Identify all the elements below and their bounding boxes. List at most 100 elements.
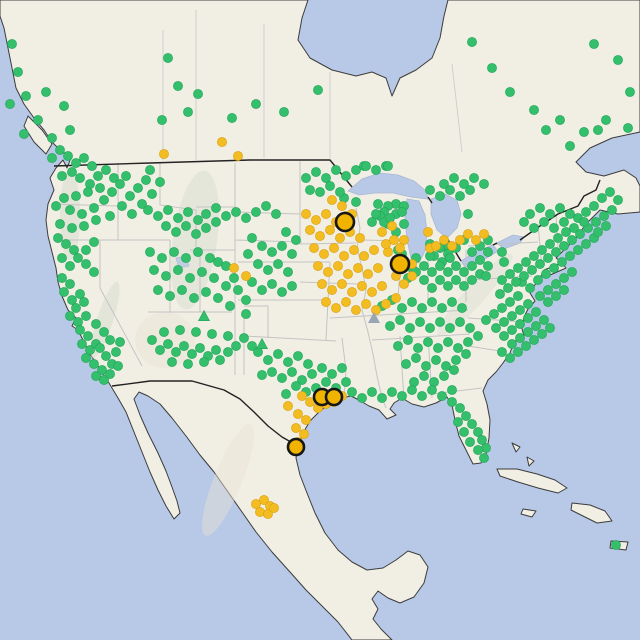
green-site-marker[interactable] [273,259,283,269]
green-site-marker[interactable] [503,283,513,293]
green-site-marker[interactable] [247,277,257,287]
green-site-marker[interactable] [491,323,501,333]
green-site-marker[interactable] [147,189,157,199]
green-site-marker[interactable] [417,303,427,313]
green-site-marker[interactable] [159,327,169,337]
yellow-site-marker[interactable] [333,261,343,271]
green-site-marker[interactable] [193,215,203,225]
green-site-marker[interactable] [415,317,425,327]
green-site-marker[interactable] [427,385,437,395]
green-site-marker[interactable] [533,275,543,285]
green-site-marker[interactable] [67,223,77,233]
green-site-marker[interactable] [573,245,583,255]
green-site-marker[interactable] [445,323,455,333]
green-site-marker[interactable] [99,327,109,337]
green-site-marker[interactable] [279,107,289,117]
green-site-marker[interactable] [519,217,529,227]
green-site-marker[interactable] [401,359,411,369]
green-site-marker[interactable] [293,351,303,361]
yellow-site-marker[interactable] [327,285,337,295]
yellow-site-marker[interactable] [323,267,333,277]
green-site-marker[interactable] [241,295,251,305]
green-site-marker[interactable] [427,267,437,277]
green-site-marker[interactable] [105,211,115,221]
gray-triangle-marker[interactable] [367,311,381,323]
green-site-marker[interactable] [457,303,467,313]
yellow-site-marker[interactable] [283,401,293,411]
green-site-marker[interactable] [529,335,539,345]
green-site-marker[interactable] [83,331,93,341]
green-site-marker[interactable] [419,275,429,285]
green-site-marker[interactable] [459,281,469,291]
green-site-marker[interactable] [465,323,475,333]
yellow-site-marker[interactable] [395,243,405,253]
green-site-marker[interactable] [41,87,51,97]
green-site-marker[interactable] [247,233,257,243]
green-site-marker[interactable] [367,387,377,397]
green-site-marker[interactable] [383,161,393,171]
green-site-marker[interactable] [545,209,555,219]
green-site-marker[interactable] [481,271,491,281]
green-site-marker[interactable] [497,247,507,257]
green-site-marker[interactable] [497,347,507,357]
yellow-site-marker[interactable] [321,297,331,307]
green-site-marker[interactable] [525,209,535,219]
green-site-marker[interactable] [543,285,553,295]
green-site-marker[interactable] [97,365,107,375]
green-site-marker[interactable] [111,347,121,357]
green-site-marker[interactable] [193,89,203,99]
green-site-marker[interactable] [513,347,523,357]
yellow-site-marker[interactable] [381,299,391,309]
yellow-site-marker[interactable] [383,247,393,257]
yellow-site-marker[interactable] [351,305,361,315]
green-site-marker[interactable] [591,217,601,227]
green-site-marker[interactable] [429,377,439,387]
green-site-marker[interactable] [581,239,591,249]
green-site-marker[interactable] [325,181,335,191]
green-site-marker[interactable] [447,397,457,407]
green-site-marker[interactable] [565,141,575,151]
green-site-marker[interactable] [263,265,273,275]
green-site-marker[interactable] [231,207,241,217]
green-site-marker[interactable] [481,443,491,453]
green-site-marker[interactable] [83,187,93,197]
green-site-marker[interactable] [611,540,621,550]
green-site-marker[interactable] [419,261,429,271]
green-site-marker[interactable] [145,165,155,175]
green-site-marker[interactable] [93,171,103,181]
green-site-marker[interactable] [623,123,633,133]
green-site-marker[interactable] [515,305,525,315]
green-site-marker[interactable] [211,203,221,213]
green-site-marker[interactable] [593,125,603,135]
green-site-marker[interactable] [89,203,99,213]
green-site-marker[interactable] [91,319,101,329]
green-site-marker[interactable] [543,297,553,307]
yellow-site-marker[interactable] [455,235,465,245]
green-site-marker[interactable] [57,253,67,263]
green-site-marker[interactable] [513,263,523,273]
green-site-marker[interactable] [535,291,545,301]
yellow-site-marker[interactable] [331,303,341,313]
green-site-marker[interactable] [121,171,131,181]
green-site-marker[interactable] [71,191,81,201]
green-site-marker[interactable] [535,203,545,213]
yellow-site-marker[interactable] [343,269,353,279]
green-site-marker[interactable] [173,265,183,275]
green-site-marker[interactable] [473,331,483,341]
green-site-marker[interactable] [397,391,407,401]
green-site-marker[interactable] [277,241,287,251]
green-site-marker[interactable] [71,303,81,313]
green-site-marker[interactable] [125,191,135,201]
green-site-marker[interactable] [473,445,483,455]
green-site-marker[interactable] [541,125,551,135]
green-site-marker[interactable] [305,185,315,195]
green-site-marker[interactable] [7,39,17,49]
green-site-marker[interactable] [127,209,137,219]
green-site-marker[interactable] [157,115,167,125]
green-site-marker[interactable] [371,165,381,175]
yellow-site-marker[interactable] [377,227,387,237]
green-site-marker[interactable] [425,185,435,195]
yellow-site-marker[interactable] [263,509,273,519]
green-site-marker[interactable] [483,261,493,271]
green-site-marker[interactable] [475,255,485,265]
